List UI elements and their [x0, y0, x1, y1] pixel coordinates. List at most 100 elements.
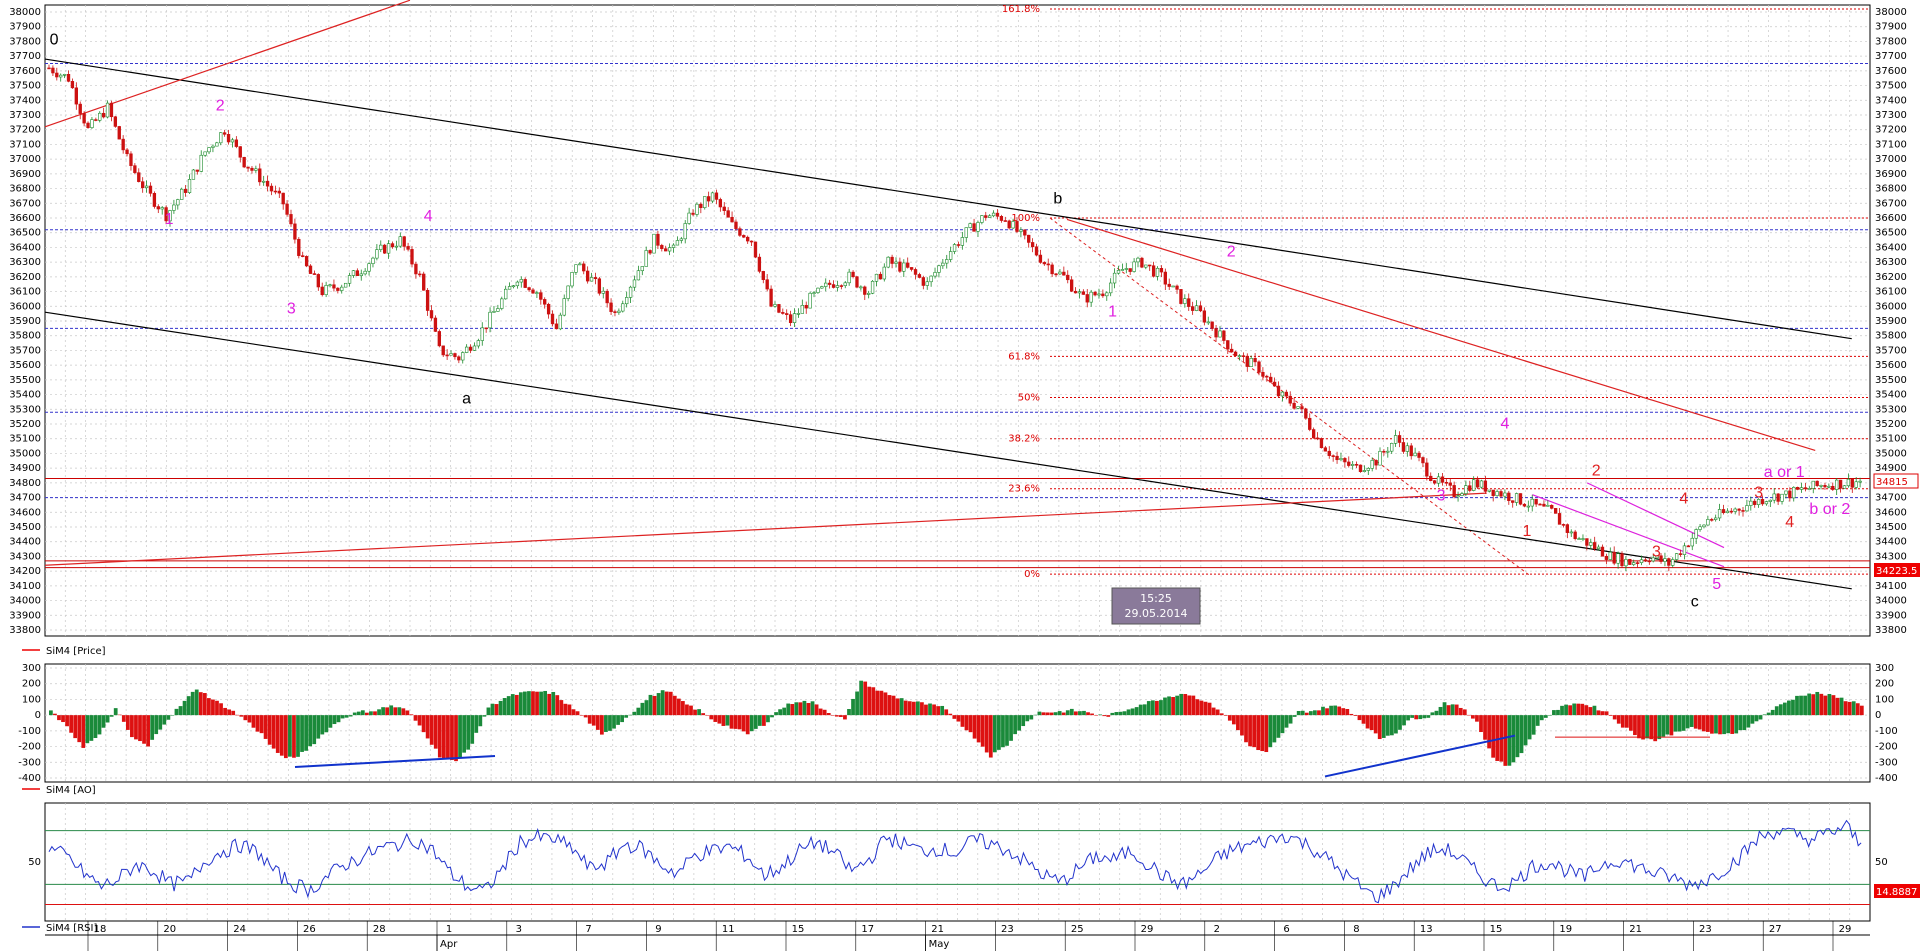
candle-body: [1062, 271, 1066, 276]
ao-bar: [514, 694, 519, 716]
ao-bar: [97, 715, 102, 735]
candle-body: [1323, 447, 1328, 452]
ao-bar: [239, 715, 244, 717]
ao-bar: [117, 714, 122, 716]
candle-body: [160, 207, 164, 210]
candle-body: [999, 216, 1004, 221]
ao-bar: [1475, 715, 1479, 722]
candle-body: [1717, 509, 1722, 519]
candle-body: [1101, 293, 1105, 297]
ao-bar: [1203, 701, 1208, 716]
candle-body: [199, 154, 203, 172]
candle-body: [308, 265, 313, 274]
ao-bar: [1823, 695, 1828, 716]
ao-bar: [211, 699, 215, 716]
candle-body: [1577, 538, 1581, 540]
ao-bar: [928, 703, 932, 716]
ao-bar: [543, 690, 548, 716]
candle-body: [574, 264, 578, 273]
candle-body: [1249, 358, 1253, 367]
candle-body: [1050, 264, 1054, 275]
ao-axis: 300 300 200 200 100 100 0 0 -100 -100 -200 -200 -300…: [18, 663, 1897, 784]
candle-body: [1136, 257, 1140, 263]
ao-bar: [1013, 715, 1017, 735]
candle-body: [796, 313, 801, 315]
ao-bar: [69, 715, 74, 733]
candle-body: [1366, 468, 1370, 471]
trend-line: [1532, 494, 1725, 568]
ao-bar: [559, 700, 564, 716]
candle-body: [1331, 455, 1335, 457]
candle-body: [1343, 458, 1347, 463]
trend-line: [44, 58, 1852, 340]
candle-body: [183, 188, 188, 193]
ao-bar: [1754, 715, 1759, 722]
ao-bar: [1851, 701, 1856, 716]
ao-bar: [1094, 715, 1098, 716]
candle-body: [500, 298, 504, 309]
ao-bar: [283, 715, 288, 759]
ao-bar: [1118, 711, 1123, 716]
ao-bar: [441, 715, 446, 758]
candle-body: [1464, 485, 1468, 494]
ao-bar: [810, 701, 815, 716]
ao-bar: [1410, 715, 1415, 718]
wave-label: 3: [1652, 543, 1661, 560]
candle-body: [59, 74, 63, 78]
candle-body: [1698, 526, 1702, 530]
candle-body: [1230, 348, 1234, 353]
candle-body: [1148, 264, 1152, 267]
candle-body: [687, 212, 691, 224]
candle-body: [906, 262, 910, 268]
candle-body: [1764, 501, 1769, 505]
candle-body: [582, 263, 586, 272]
candle-body: [1788, 490, 1792, 499]
candle-body: [753, 241, 758, 258]
ao-bar: [1049, 712, 1054, 716]
candle-body: [769, 288, 773, 307]
candle-body: [550, 313, 555, 325]
candle-body: [324, 285, 328, 296]
candle-body: [1472, 479, 1476, 491]
ao-bar: [1394, 715, 1398, 734]
ao-bar: [267, 715, 272, 745]
ao-bar: [713, 715, 718, 722]
ao-bar: [450, 715, 454, 761]
price-tick-right: 35500: [1875, 375, 1907, 386]
candle-body: [1429, 475, 1433, 481]
candle-body: [1546, 504, 1550, 507]
candle-body: [1842, 485, 1847, 489]
ao-bar: [1807, 693, 1812, 716]
ao-bar: [506, 696, 511, 716]
candle-body: [187, 179, 192, 193]
candle-body: [972, 223, 976, 232]
candle-body: [152, 193, 157, 207]
ao-bar: [915, 701, 920, 716]
ao-bar: [1009, 715, 1013, 741]
last-price-tag: 34815: [1876, 477, 1908, 488]
candle-body: [1542, 503, 1546, 507]
price-tick-right: 36700: [1875, 198, 1907, 209]
ao-bar: [470, 715, 475, 744]
price-tick-left: 34100: [9, 581, 41, 592]
ao-tick-left: -300: [18, 757, 41, 768]
candle-body: [433, 317, 438, 332]
ao-bar: [616, 715, 620, 725]
candle-body: [601, 290, 605, 294]
x-day-label: 2: [1214, 924, 1220, 935]
fib-label: 23.6%: [1008, 484, 1040, 495]
ao-bar: [1547, 715, 1552, 716]
candle-body: [706, 196, 711, 202]
candle-body: [991, 212, 996, 217]
candle-body: [894, 261, 898, 264]
candle-body: [137, 172, 141, 182]
candle-body: [816, 287, 820, 293]
ao-bar: [960, 715, 965, 727]
ao-bar: [1770, 709, 1775, 716]
ao-bar: [348, 715, 353, 717]
wave-label: 4: [1785, 514, 1794, 531]
ao-bar: [604, 715, 608, 732]
price-tick-right: 34900: [1875, 463, 1907, 474]
ao-bar: [1041, 712, 1046, 716]
price-tick-right: 34400: [1875, 537, 1907, 548]
